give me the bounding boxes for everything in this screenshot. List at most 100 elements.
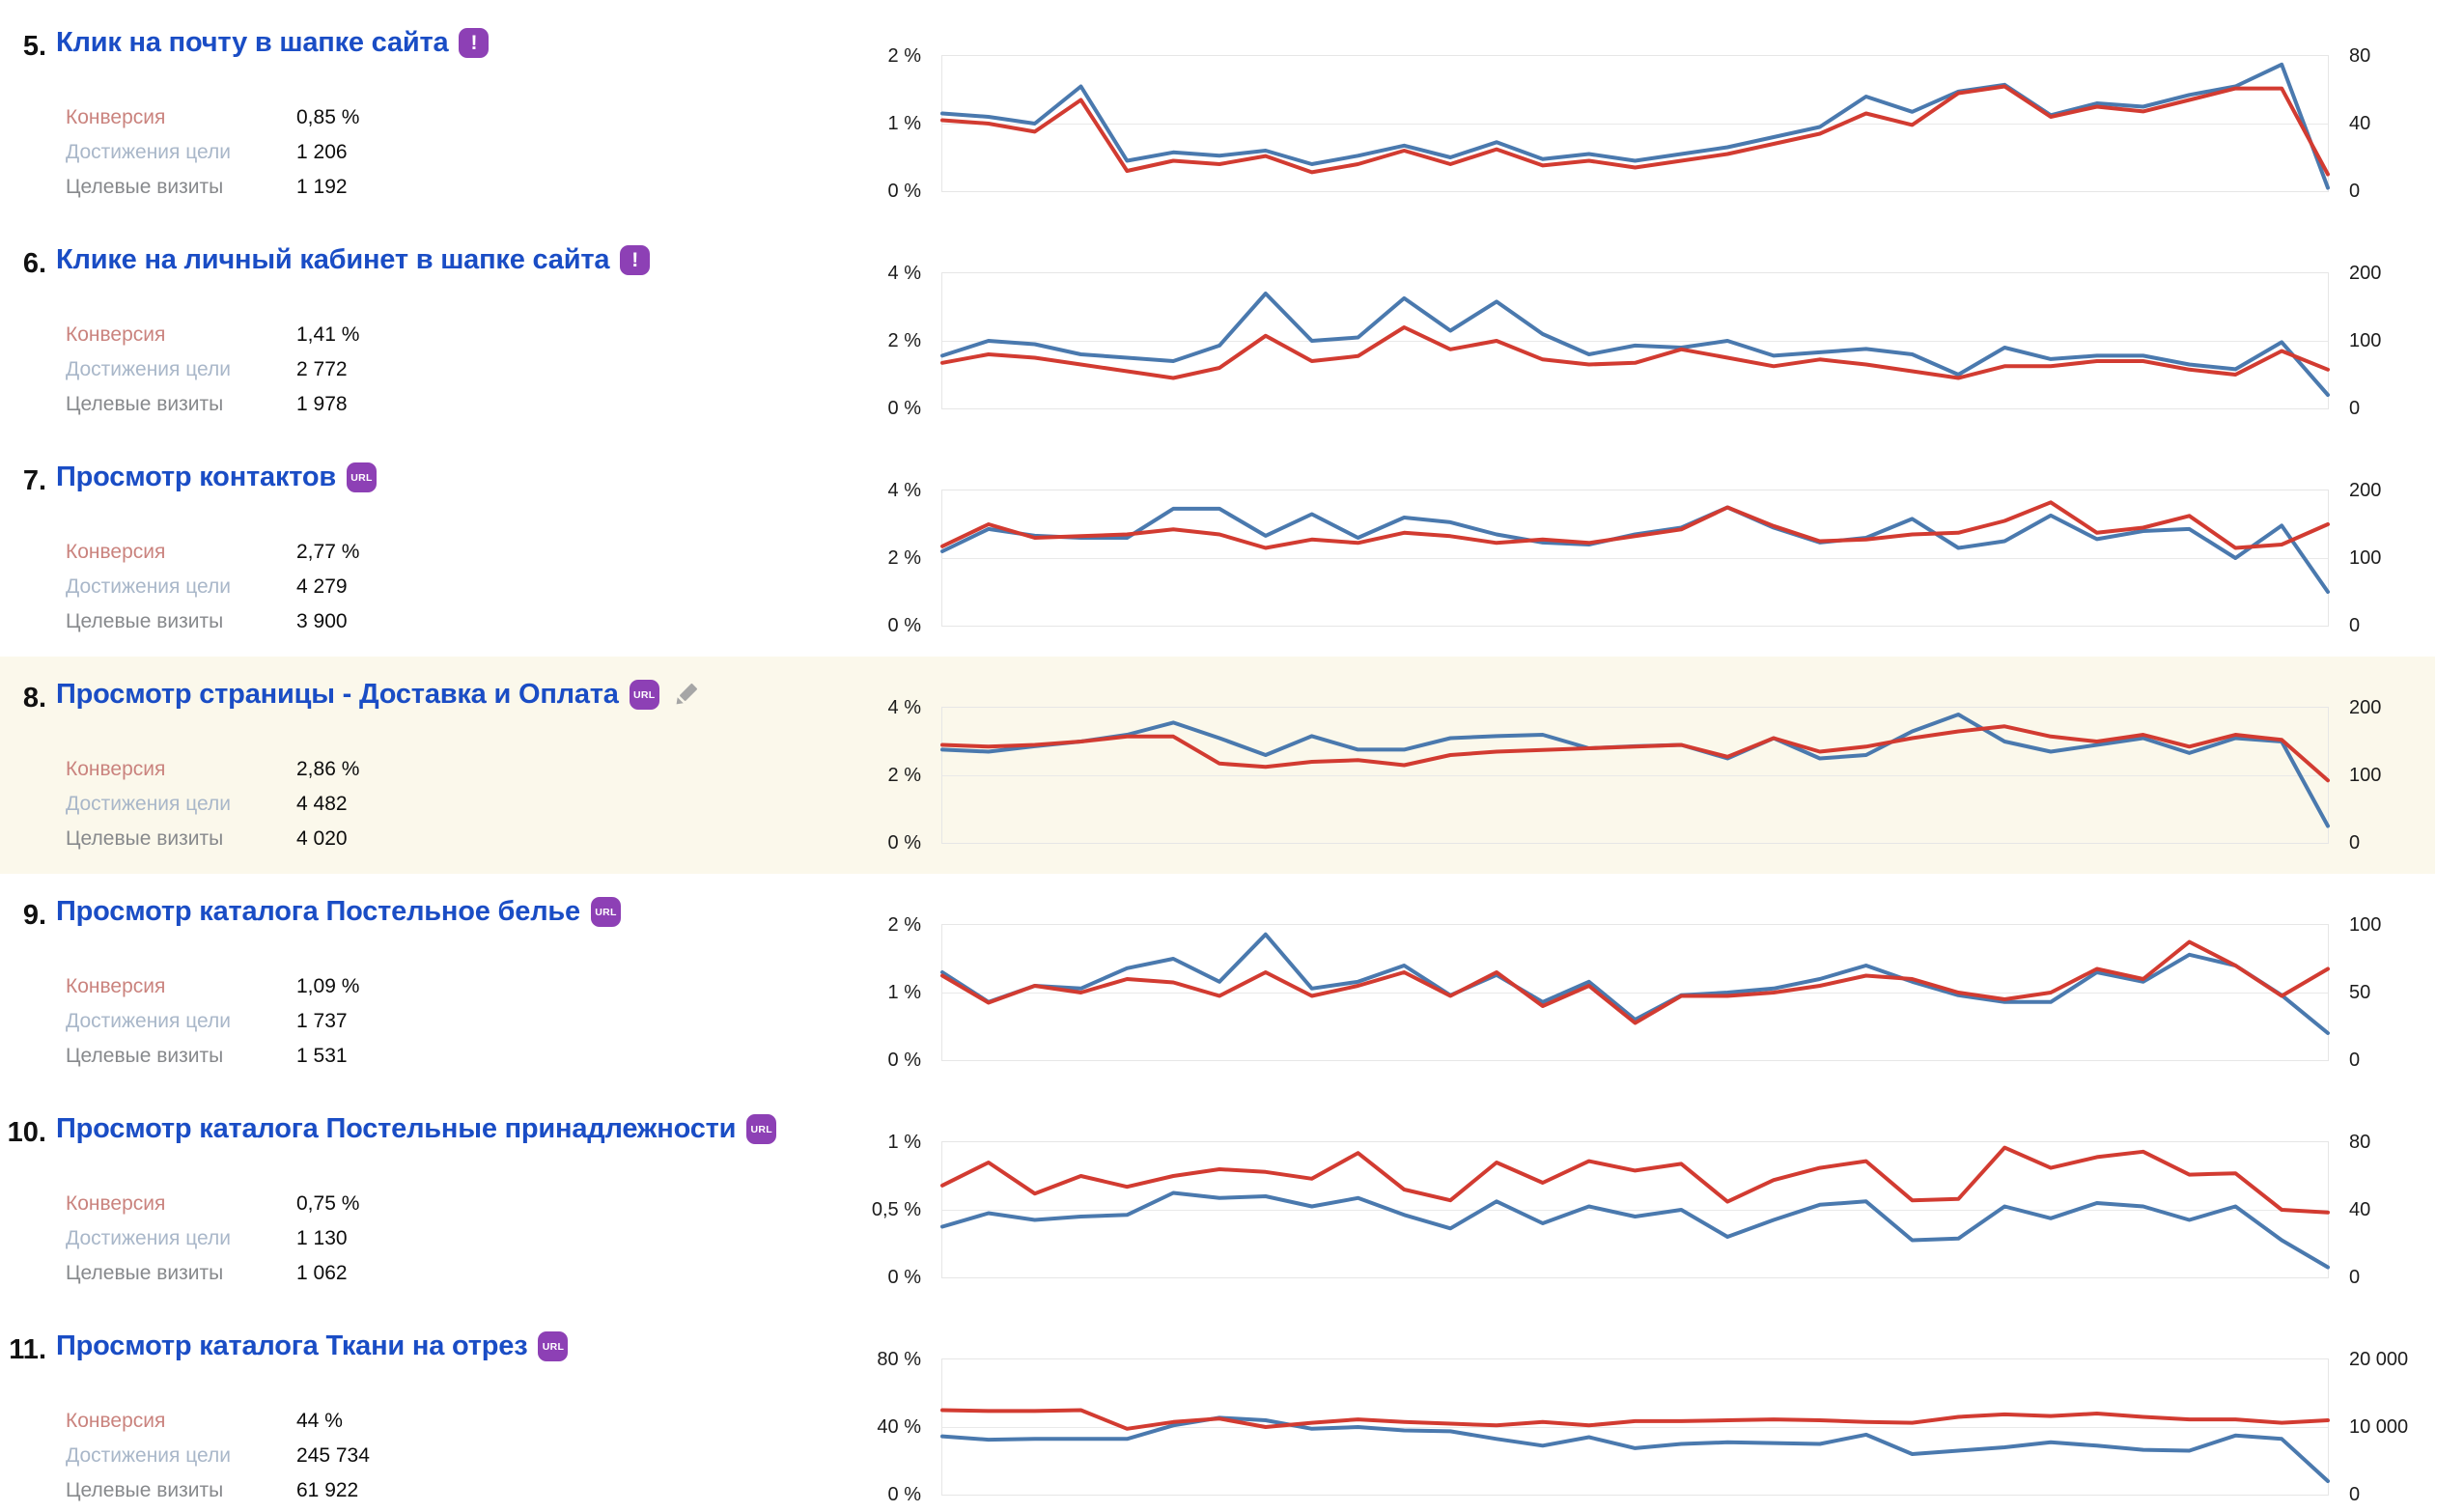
goal-stats: Конверсия 1,41 % Достижения цели 2 772 Цел… xyxy=(66,318,359,422)
goal-reaches-value: 1 130 xyxy=(296,1227,348,1249)
goal-stats: Конверсия 44 % Достижения цели 245 734 Цел… xyxy=(66,1404,370,1508)
right-axis-tick: 100 xyxy=(2349,330,2382,351)
conversion-row: Конверсия 2,86 % xyxy=(66,752,359,787)
line-chart-canvas xyxy=(940,62,2330,190)
goal-trend-chart[interactable]: 2 % 1 % 0 % 80 40 0 xyxy=(888,45,2371,202)
right-axis-tick: 40 xyxy=(2349,1199,2371,1220)
goal-url-badge-icon: URL xyxy=(347,462,378,492)
goal-visits-label: Целевые визиты xyxy=(66,1262,224,1284)
conversion-row: Конверсия 1,09 % xyxy=(66,969,359,1004)
left-axis-tick: 0 % xyxy=(887,181,921,202)
goal-reaches-value: 4 279 xyxy=(296,575,348,598)
goal-reaches-row: Достижения цели 245 734 xyxy=(66,1439,370,1473)
goal-stats: Конверсия 2,77 % Достижения цели 4 279 Цел… xyxy=(66,535,359,639)
goal-title-link[interactable]: Просмотр каталога Постельное белье xyxy=(56,896,580,927)
goal-row: 6. Клике на личный кабинет в шапке сайта… xyxy=(0,217,2464,434)
goal-visits-label: Целевые визиты xyxy=(66,1045,224,1067)
goal-row: 9. Просмотр каталога Постельное белье UR… xyxy=(0,869,2464,1086)
conversion-label: Конверсия xyxy=(66,758,166,780)
goal-title-link[interactable]: Клике на личный кабинет в шапке сайта xyxy=(56,244,610,275)
left-axis-tick: 1 % xyxy=(887,982,921,1003)
right-axis-tick: 200 xyxy=(2349,480,2382,501)
goal-reaches-value: 1 737 xyxy=(296,1010,348,1032)
goal-title-link[interactable]: Просмотр каталога Постельные принадлежно… xyxy=(56,1113,737,1144)
goal-visits-value: 4 020 xyxy=(296,827,348,850)
goal-trend-chart[interactable]: 4 % 2 % 0 % 200 100 0 xyxy=(888,263,2382,419)
left-axis-tick: 4 % xyxy=(887,263,921,284)
right-axis-tick: 20 000 xyxy=(2349,1349,2409,1370)
goal-trend-chart[interactable]: 4 % 2 % 0 % 200 100 0 xyxy=(888,480,2382,636)
right-axis-tick: 0 xyxy=(2349,398,2361,419)
left-axis-tick: 2 % xyxy=(887,765,921,786)
goal-visits-row: Целевые визиты 3 900 xyxy=(66,604,359,639)
right-axis-tick: 10 000 xyxy=(2349,1416,2409,1438)
goal-title-link[interactable]: Просмотр каталога Ткани на отрез xyxy=(56,1330,528,1361)
goal-reaches-row: Достижения цели 2 772 xyxy=(66,352,359,387)
goal-visits-value: 1 192 xyxy=(296,176,348,198)
conversion-row: Конверсия 1,41 % xyxy=(66,318,359,352)
line-chart-canvas xyxy=(940,500,2330,594)
left-axis-tick: 40 % xyxy=(877,1416,921,1438)
goal-trend-chart[interactable]: 1 % 0,5 % 0 % 80 40 0 xyxy=(872,1132,2370,1288)
goal-number: 10. xyxy=(7,1117,46,1148)
right-axis-tick: 0 xyxy=(2349,1484,2361,1505)
goal-reaches-label: Достижения цели xyxy=(66,1227,232,1249)
conversion-value: 2,86 % xyxy=(296,758,360,780)
left-axis-tick: 1 % xyxy=(887,1132,921,1153)
conversion-row: Конверсия 0,75 % xyxy=(66,1187,359,1221)
goal-visits-row: Целевые визиты 1 062 xyxy=(66,1256,359,1291)
goal-reaches-row: Достижения цели 1 130 xyxy=(66,1221,359,1256)
right-axis-tick: 0 xyxy=(2349,1267,2361,1288)
line-chart-canvas xyxy=(940,292,2330,397)
right-axis-tick: 200 xyxy=(2349,697,2382,718)
left-axis-tick: 0,5 % xyxy=(871,1199,921,1220)
right-axis-tick: 50 xyxy=(2349,982,2371,1003)
line-chart-canvas xyxy=(940,713,2330,828)
goal-stats: Конверсия 1,09 % Достижения цели 1 737 Цел… xyxy=(66,969,359,1074)
conversion-value: 1,41 % xyxy=(296,323,360,346)
conversion-value: 0,85 % xyxy=(296,106,360,128)
goal-visits-row: Целевые визиты 1 531 xyxy=(66,1039,359,1074)
goal-stats: Конверсия 2,86 % Достижения цели 4 482 Цел… xyxy=(66,752,359,856)
right-axis-tick: 100 xyxy=(2349,547,2382,569)
left-axis-tick: 2 % xyxy=(887,45,921,67)
goal-title-link[interactable]: Клик на почту в шапке сайта xyxy=(56,27,449,58)
goal-trend-chart[interactable]: 4 % 2 % 0 % 200 100 0 xyxy=(888,697,2382,854)
goal-row: 10. Просмотр каталога Постельные принадл… xyxy=(0,1086,2464,1303)
conversion-row: Конверсия 2,77 % xyxy=(66,535,359,570)
goal-head: Просмотр контактов URL xyxy=(56,462,378,493)
goal-reaches-label: Достижения цели xyxy=(66,1444,232,1467)
conversion-label: Конверсия xyxy=(66,1192,166,1215)
goal-number: 5. xyxy=(22,31,46,62)
right-axis-tick: 100 xyxy=(2349,765,2382,786)
conversion-value: 1,09 % xyxy=(296,975,360,997)
right-axis-tick: 200 xyxy=(2349,263,2382,284)
goal-row: 5. Клик на почту в шапке сайта ! Конверс… xyxy=(0,0,2464,217)
goal-reaches-row: Достижения цели 4 482 xyxy=(66,787,359,822)
goal-title-link[interactable]: Просмотр страницы - Доставка и Оплата xyxy=(56,679,619,710)
goal-trend-chart[interactable]: 2 % 1 % 0 % 100 50 0 xyxy=(888,914,2382,1071)
goal-visits-row: Целевые визиты 1 978 xyxy=(66,387,359,422)
goal-url-badge-icon: URL xyxy=(590,897,621,927)
conversion-label: Конверсия xyxy=(66,106,166,128)
goal-reaches-value: 2 772 xyxy=(296,358,348,380)
goal-stats: Конверсия 0,75 % Достижения цели 1 130 Цел… xyxy=(66,1187,359,1291)
left-axis-tick: 0 % xyxy=(887,832,921,854)
goal-number: 6. xyxy=(22,248,46,279)
left-axis-tick: 0 % xyxy=(887,398,921,419)
goal-reaches-label: Достижения цели xyxy=(66,358,232,380)
left-axis-tick: 2 % xyxy=(887,547,921,569)
conversion-value: 44 % xyxy=(296,1410,343,1432)
left-axis-tick: 0 % xyxy=(887,615,921,636)
right-axis-tick: 0 xyxy=(2349,832,2361,854)
right-axis-tick: 0 xyxy=(2349,615,2361,636)
goal-trend-chart[interactable]: 80 % 40 % 0 % 20 000 10 000 0 xyxy=(877,1349,2408,1505)
goal-title-link[interactable]: Просмотр контактов xyxy=(56,462,337,492)
left-axis-tick: 4 % xyxy=(887,480,921,501)
goal-head: Просмотр страницы - Доставка и Оплата UR… xyxy=(56,679,701,711)
goal-visits-label: Целевые визиты xyxy=(66,393,224,415)
goal-reaches-value: 4 482 xyxy=(296,793,348,815)
edit-pencil-icon[interactable] xyxy=(670,680,701,711)
goal-number: 8. xyxy=(22,683,46,714)
goal-visits-value: 1 531 xyxy=(296,1045,348,1067)
